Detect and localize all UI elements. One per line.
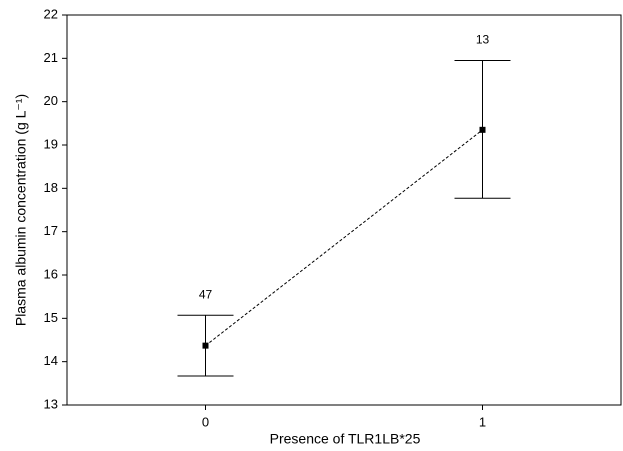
y-tick-label: 21: [44, 50, 58, 65]
y-tick-label: 13: [44, 396, 58, 411]
plot-frame: [66, 14, 622, 406]
y-tick-label: 15: [44, 310, 58, 325]
count-label: 47: [199, 287, 213, 301]
y-tick-label: 17: [44, 223, 58, 238]
series-line: [205, 129, 483, 347]
y-tick-label: 19: [44, 136, 58, 151]
x-axis-label: Presence of TLR1LB*25: [270, 431, 421, 447]
y-tick-label: 22: [44, 6, 58, 21]
count-label: 13: [476, 33, 490, 47]
y-tick-label: 14: [44, 353, 58, 368]
y-axis-label: Plasma albumin concentration (g L⁻¹): [13, 94, 29, 326]
x-tick-label: 1: [479, 414, 486, 429]
point: [202, 342, 209, 349]
y-tick-label: 16: [44, 266, 58, 281]
point: [479, 126, 486, 133]
y-tick-label: 20: [44, 93, 58, 108]
x-tick-label: 0: [202, 414, 209, 429]
y-tick-label: 18: [44, 180, 58, 195]
